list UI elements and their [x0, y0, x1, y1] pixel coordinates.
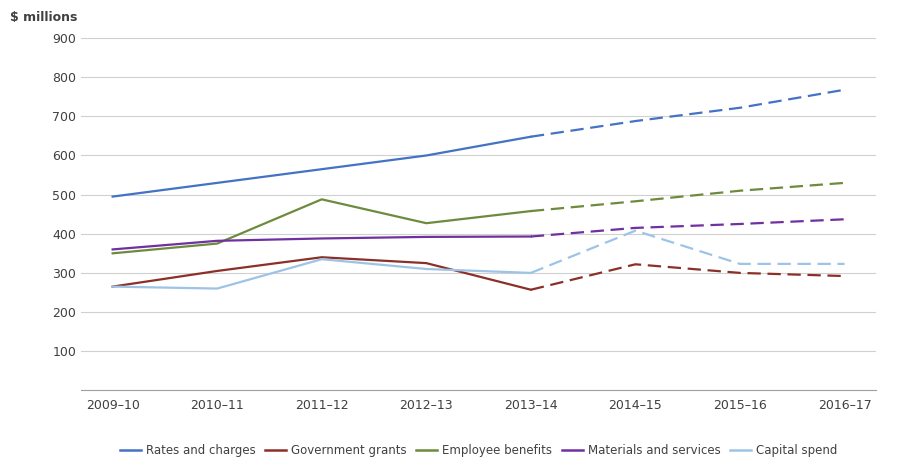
- Legend: Rates and charges, Government grants, Employee benefits, Materials and services,: Rates and charges, Government grants, Em…: [115, 439, 841, 462]
- Text: $ millions: $ millions: [10, 11, 77, 24]
